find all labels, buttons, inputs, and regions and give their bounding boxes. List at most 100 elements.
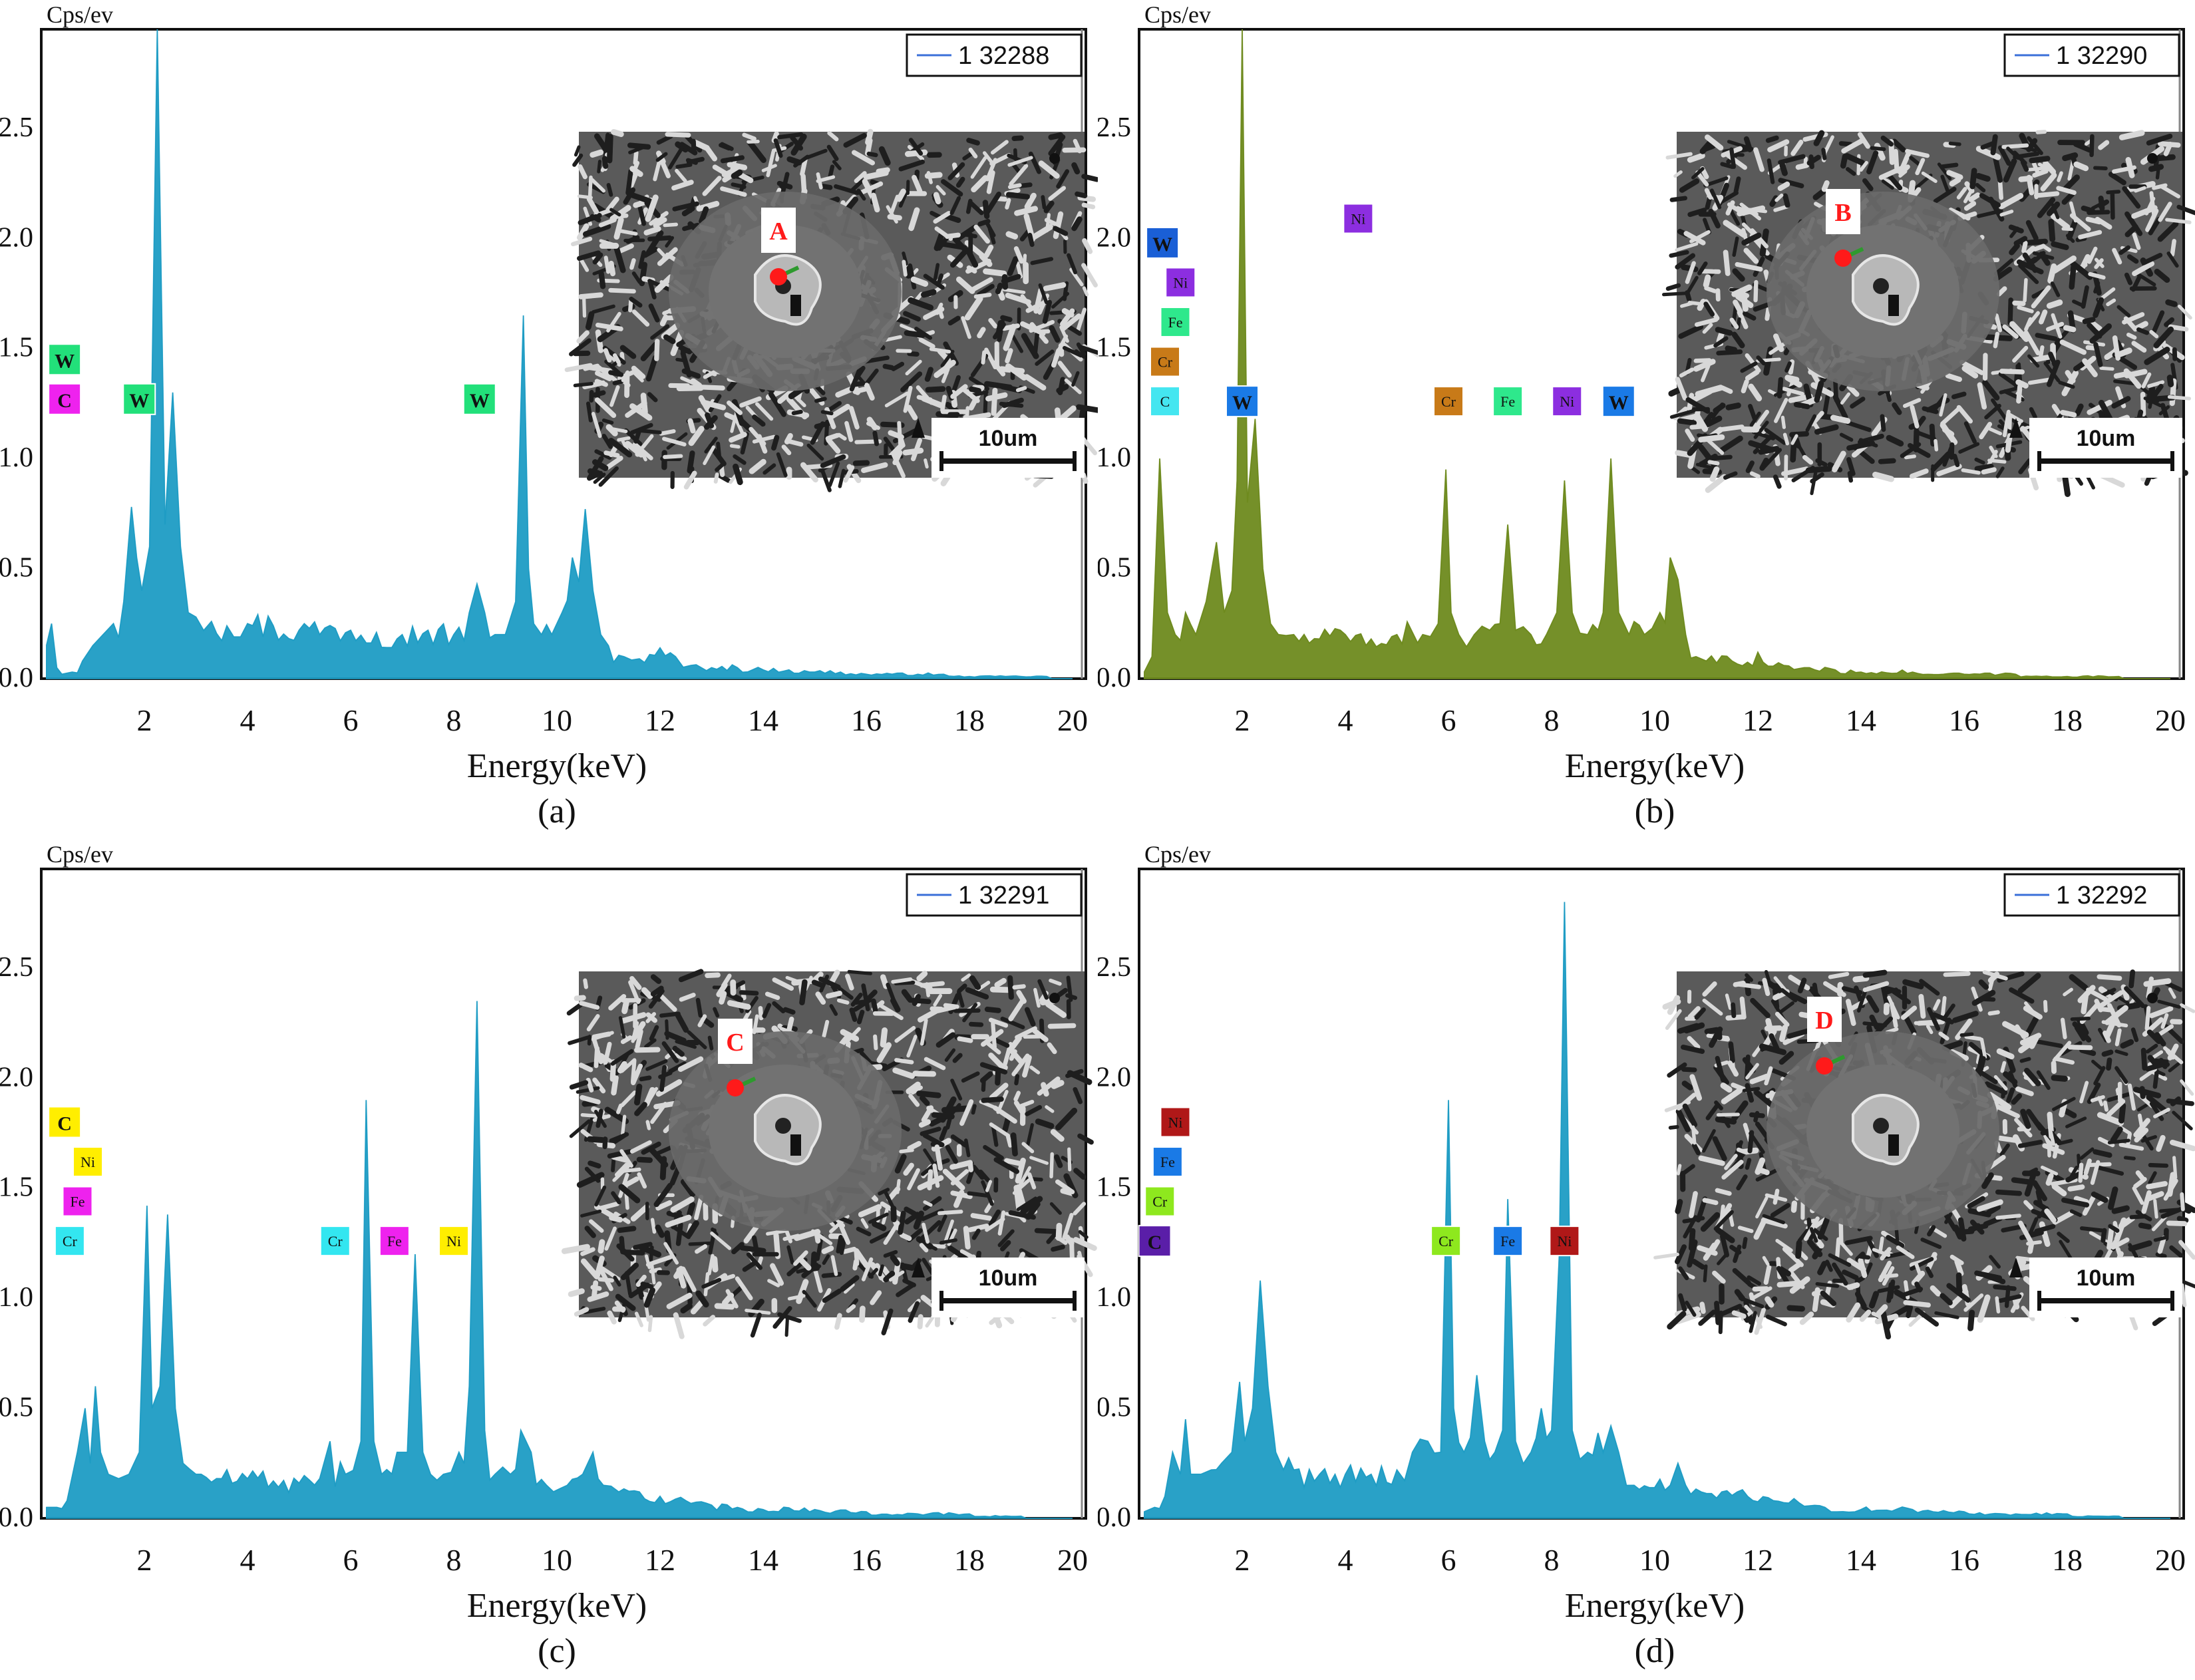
sem-texture-stroke [2114,347,2132,359]
sem-texture-stroke [1720,385,1733,394]
sem-texture-stroke [617,1061,627,1074]
sem-texture-stroke [1744,1305,1753,1315]
sem-texture-stroke [2051,255,2077,274]
sem-dark-mark [2009,1258,2023,1277]
peak-label-ni: Ni [1552,386,1583,417]
sem-texture-stroke [840,1275,860,1292]
sem-texture-stroke [856,1009,865,1025]
peak-label-box [462,383,496,415]
sem-texture-stroke [903,385,913,413]
sem-texture-stroke [1769,1033,1781,1054]
sem-texture-stroke [1065,993,1078,1000]
sem-texture-stroke [2017,425,2030,432]
sem-texture-stroke [675,357,687,363]
sem-texture-stroke [2078,1162,2084,1183]
sem-texture-stroke [629,192,653,204]
sem-texture-stroke [849,1007,858,1022]
sem-texture-stroke [1745,1063,1759,1080]
sem-texture-stroke [588,1160,601,1169]
sem-texture-stroke [1013,1100,1025,1114]
sem-texture-stroke [2069,264,2077,290]
sem-texture-stroke [2113,379,2138,386]
sem-texture-stroke [1062,1213,1074,1240]
sem-texture-stroke [1999,210,2014,217]
sem-texture-stroke [1042,299,1053,324]
peak-label-w: W [462,383,496,415]
sem-texture-stroke [2058,381,2075,389]
sem-texture-stroke [1728,1041,1735,1063]
sem-texture-stroke [1065,1069,1084,1079]
sem-texture-stroke [1929,423,1936,447]
sem-texture-stroke [2108,1224,2120,1233]
sem-texture-stroke [843,1283,855,1294]
peak-label-text: Fe [71,1194,85,1210]
sem-texture-stroke [1703,301,1715,317]
sem-texture-stroke [749,458,766,474]
sem-texture-stroke [2014,1118,2033,1138]
sem-texture-stroke [2035,1189,2043,1207]
sem-texture-stroke [782,1007,796,1015]
peak-label-w: W [48,343,82,376]
sem-texture-stroke [2104,1013,2119,1039]
x-tick-label: 10 [542,1543,572,1577]
y-axis-label: Cps/ev [1144,841,1211,868]
sem-texture-stroke [2169,1139,2195,1152]
sem-texture-stroke [634,1083,643,1106]
sem-texture-stroke [1978,1056,1986,1072]
sem-texture-stroke [1899,164,1910,176]
sem-texture-stroke [814,385,826,395]
sem-texture-stroke [1043,282,1067,291]
sem-texture-stroke [1934,1311,1959,1319]
x-tick-label: 2 [1235,703,1250,737]
sem-texture-stroke [1918,993,1926,1019]
sem-texture-stroke [2108,172,2126,186]
spot-label: D [1815,1007,1833,1035]
sem-texture-stroke [844,420,854,442]
sem-texture-stroke [866,421,880,430]
sem-texture-stroke [983,151,995,166]
sem-texture-stroke [595,322,623,331]
sem-texture-stroke [1020,1196,1043,1215]
sem-texture-stroke [1938,1031,1949,1041]
sem-texture-stroke [594,1185,607,1207]
sem-texture-stroke [894,1154,907,1174]
sem-texture-stroke [1685,397,1711,414]
sem-texture-stroke [1078,1230,1089,1240]
sem-texture-stroke [576,1172,605,1188]
sem-texture-stroke [597,1239,605,1254]
sem-texture-stroke [1979,1037,1987,1059]
sem-texture-stroke [593,133,611,156]
sem-texture-stroke [712,164,729,176]
sem-texture-stroke [613,1275,621,1287]
sem-texture-stroke [2024,1173,2036,1197]
sem-texture-stroke [1842,1269,1859,1281]
sem-texture-stroke [1678,1266,1689,1281]
sem-texture-stroke [967,1191,990,1198]
panel-caption: (a) [538,792,576,830]
sem-texture-stroke [1975,182,1986,193]
sem-texture-stroke [1668,387,1681,397]
sem-texture-stroke [592,1077,606,1094]
sem-texture-stroke [937,1210,963,1216]
sem-texture-stroke [1762,1214,1785,1225]
sem-texture-stroke [952,1053,963,1063]
sem-texture-stroke [582,380,606,390]
x-tick-label: 6 [343,703,359,737]
sem-texture-stroke [2029,354,2054,363]
sem-texture-stroke [898,1210,906,1235]
x-tick-label: 2 [137,703,152,737]
sem-texture-stroke [2101,1049,2114,1057]
sem-texture-stroke [657,248,666,257]
sem-texture-stroke [896,188,906,202]
sem-texture-stroke [655,1079,683,1097]
y-axis-label: Cps/ev [1144,1,1211,28]
sem-texture-stroke [2042,1143,2065,1155]
sem-texture-stroke [2112,165,2136,174]
x-tick-label: 16 [1949,1543,1979,1577]
y-tick-label: 1.0 [1098,442,1131,473]
sem-texture-stroke [843,132,867,148]
sem-texture-stroke [827,401,842,412]
sem-texture-stroke [2000,1061,2007,1073]
sem-texture-stroke [1691,1259,1705,1270]
sem-texture-stroke [731,182,747,189]
